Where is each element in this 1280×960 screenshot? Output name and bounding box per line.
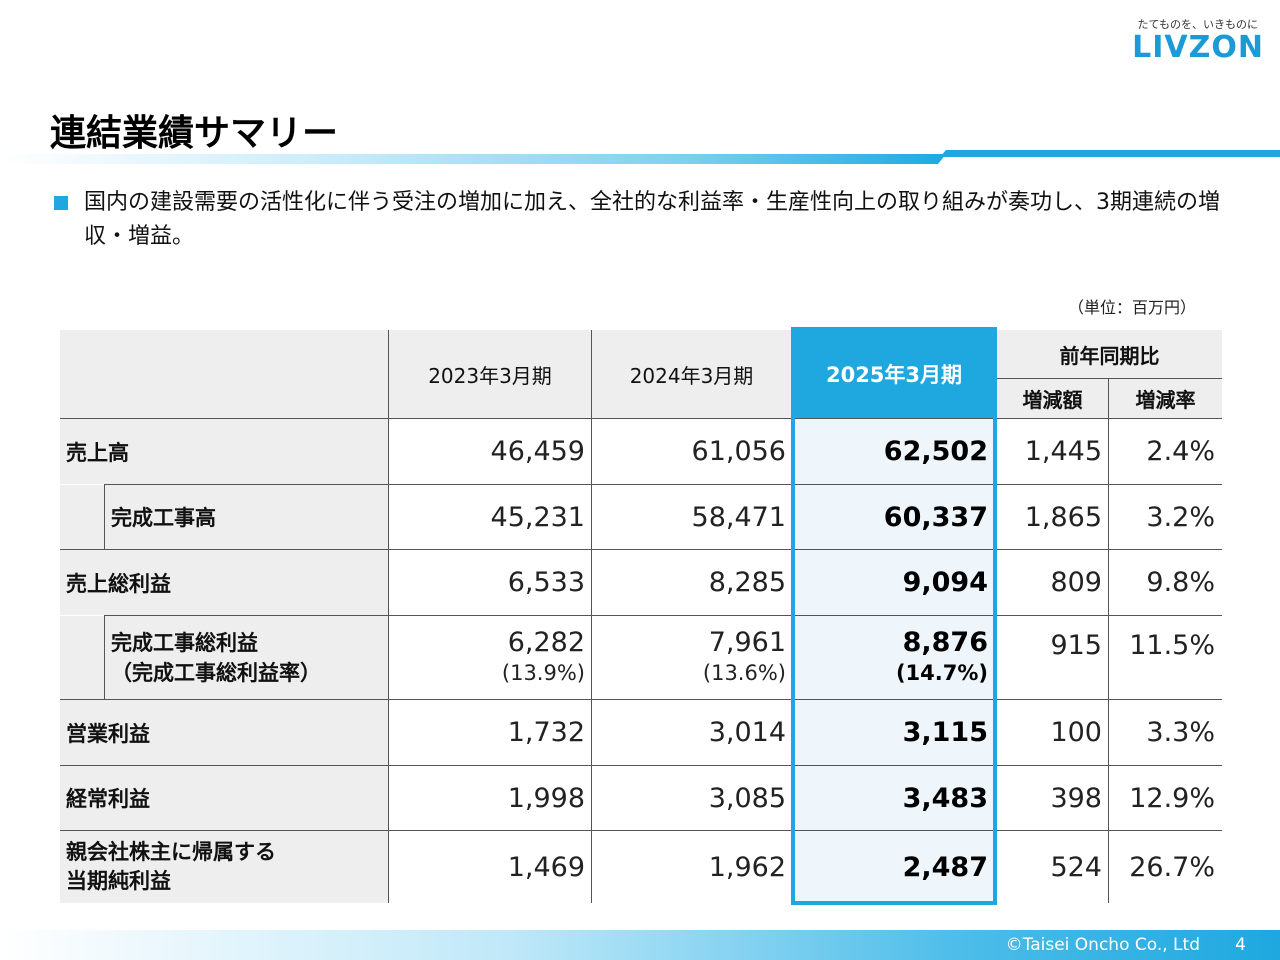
ratio-text: (13.6%)	[702, 660, 786, 685]
grid-line	[60, 418, 1222, 419]
row-label-construction-sales: 完成工事高	[105, 485, 388, 549]
grid-line	[60, 765, 1222, 766]
cell-diff: 915	[1050, 630, 1102, 661]
grid-line	[104, 485, 105, 549]
value-text: 6,282	[507, 626, 585, 658]
cell-rate: 11.5%	[1129, 630, 1215, 661]
cell-value-highlight: 3,115	[902, 717, 988, 748]
row-label-gross-profit: 売上総利益	[60, 550, 388, 615]
cell-value: 1,732	[507, 717, 585, 748]
cell-rate: 9.8%	[1146, 567, 1215, 598]
page-number: 4	[1235, 935, 1246, 955]
footer-bar	[0, 930, 1280, 960]
cell-value: 6,533	[507, 567, 585, 598]
cell-value: 3,014	[708, 717, 786, 748]
grid-line	[60, 699, 1222, 700]
copyright-text: ©Taisei Oncho Co., Ltd	[1005, 935, 1200, 955]
label-text: 完成工事高	[111, 506, 216, 530]
row-label-construction-gross-profit: 完成工事総利益 （完成工事総利益率）	[105, 616, 388, 699]
brand-tagline: たてものを、いきものに	[1137, 18, 1258, 31]
grid-line	[997, 378, 1222, 379]
cell-value: 1,962	[708, 851, 786, 883]
header-blank	[60, 330, 388, 418]
cell-value-highlight: 3,483	[902, 782, 988, 814]
grid-line	[104, 615, 1222, 616]
page-title: 連結業績サマリー	[50, 113, 339, 154]
header-fy2025: 2025年3月期	[791, 330, 997, 418]
cell-value: 58,471	[691, 501, 786, 533]
header-fy2023: 2023年3月期	[389, 330, 591, 418]
highlight-column-border	[791, 327, 997, 905]
grid-line	[104, 616, 105, 699]
cell-value: 8,285	[708, 567, 786, 598]
cell-rate: 3.2%	[1146, 501, 1215, 533]
cell-value-highlight: 9,094	[902, 567, 988, 598]
label-text: 営業利益	[66, 721, 150, 746]
grid-line	[591, 330, 592, 903]
cell-diff: 1,865	[1024, 501, 1102, 533]
cell-value: 1,469	[507, 851, 585, 883]
grid-line	[1108, 379, 1109, 903]
cell-value: 6,282 (13.9%)	[389, 616, 585, 699]
highlight-column-bg	[791, 418, 997, 904]
grid-line	[104, 484, 1222, 485]
ratio-text: (14.7%)	[895, 660, 988, 685]
value-text: 7,961	[708, 626, 786, 658]
cell-value-highlight: 62,502	[883, 436, 988, 467]
label-text: 親会社株主に帰属する	[66, 840, 276, 864]
livzon-logo: LIVZON	[1132, 30, 1264, 65]
cell-value: 7,961 (13.6%)	[592, 616, 786, 699]
summary-text: 国内の建設需要の活性化に伴う受注の増加に加え、全社的な利益率・生産性向上の取り組…	[84, 190, 1221, 249]
cell-value-highlight: 2,487	[902, 851, 988, 883]
cell-rate: 3.3%	[1146, 717, 1215, 748]
cell-value: 46,459	[490, 436, 585, 467]
row-label-net-income: 親会社株主に帰属する 当期純利益	[60, 831, 388, 903]
cell-value-highlight: 8,876 (14.7%)	[791, 616, 988, 699]
cell-diff: 1,445	[1024, 436, 1102, 467]
cell-diff: 524	[1050, 851, 1102, 883]
cell-diff: 398	[1050, 782, 1102, 814]
row-label-ordinary-income: 経常利益	[60, 766, 388, 830]
cell-value: 3,085	[708, 782, 786, 814]
label-text: 完成工事総利益	[111, 630, 258, 655]
cell-value-highlight: 60,337	[883, 501, 988, 533]
label-subtext: （完成工事総利益率）	[111, 660, 321, 685]
indent-spacer	[60, 485, 104, 549]
cell-rate: 2.4%	[1146, 436, 1215, 467]
value-text: 8,876	[902, 626, 988, 658]
row-label-operating-income: 営業利益	[60, 700, 388, 765]
label-subtext: 当期純利益	[66, 869, 171, 893]
cell-rate: 26.7%	[1129, 851, 1215, 883]
cell-diff: 100	[1050, 717, 1102, 748]
header-fy2024: 2024年3月期	[592, 330, 791, 418]
cell-rate: 12.9%	[1129, 782, 1215, 814]
cell-value: 1,998	[507, 782, 585, 814]
cell-diff: 809	[1050, 567, 1102, 598]
indent-spacer	[60, 616, 104, 699]
label-text: 売上高	[66, 440, 129, 465]
cell-value: 45,231	[490, 501, 585, 533]
header-change-rate: 増減率	[1109, 379, 1222, 418]
label-text: 売上総利益	[66, 571, 171, 596]
unit-note: （単位：百万円）	[1067, 298, 1196, 317]
header-change-amount: 増減額	[997, 379, 1108, 418]
label-text: 経常利益	[66, 787, 150, 811]
ratio-text: (13.9%)	[501, 660, 585, 685]
grid-line	[60, 549, 1222, 550]
bullet-square	[54, 196, 68, 210]
header-yoy: 前年同期比	[997, 330, 1222, 378]
title-underline	[0, 150, 1280, 164]
cell-value: 61,056	[691, 436, 786, 467]
row-label-sales: 売上高	[60, 419, 388, 484]
grid-line	[388, 330, 389, 903]
grid-line	[60, 830, 1222, 831]
